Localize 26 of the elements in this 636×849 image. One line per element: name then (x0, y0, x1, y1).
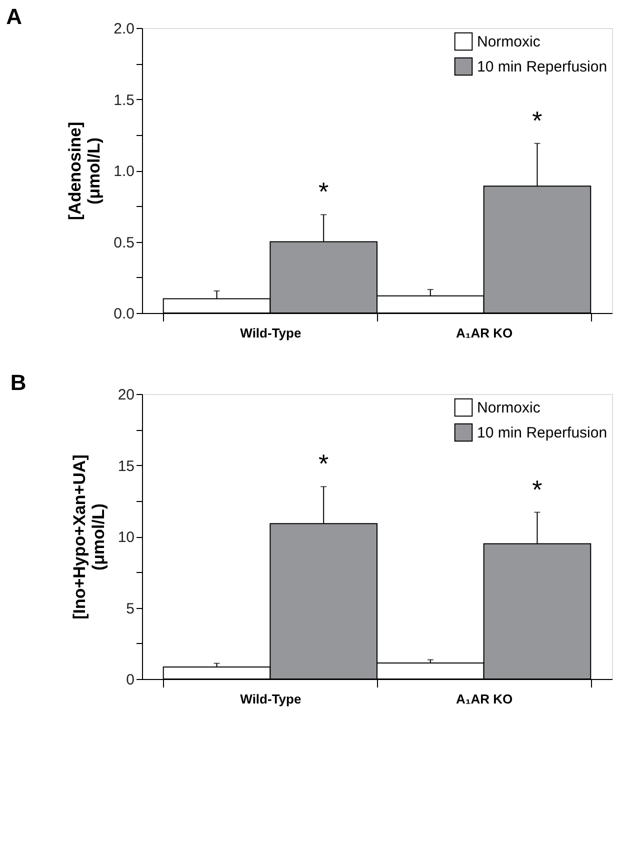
legend-label: 10 min Reperfusion (477, 58, 608, 76)
annotation: * (532, 474, 542, 504)
y-tick-label: 5 (126, 600, 134, 618)
y-tick-label: 1.0 (114, 163, 134, 180)
annotation: * (318, 176, 329, 207)
y-tick-label: 15 (118, 458, 134, 475)
x-tick-label: Wild-Type (240, 326, 302, 340)
y-axis-title: [Adenosine] (μmol/L) (66, 122, 104, 220)
y-tick-label: 10 (118, 529, 134, 546)
x-tick-label: A₁AR KO (456, 692, 513, 706)
y-tick-label: 0 (126, 672, 134, 688)
legend-label: 10 min Reperfusion (477, 424, 608, 442)
x-tick-label: A₁AR KO (456, 326, 513, 340)
x-tick-label: Wild-Type (240, 692, 302, 706)
chart-title: A (6, 4, 22, 29)
annotation: * (532, 105, 542, 136)
annotation: * (318, 448, 329, 479)
y-tick-label: 2.0 (114, 20, 134, 38)
y-tick-label: 0.5 (114, 234, 134, 252)
legend-label: Normoxic (477, 400, 541, 416)
y-axis-title: [Ino+Hypo+Xan+UA] (μmol/L) (70, 454, 108, 620)
legend-label: Normoxic (477, 34, 541, 50)
y-tick-label: 0.0 (114, 306, 134, 322)
y-tick-label: 20 (118, 386, 134, 404)
y-tick-label: 1.5 (114, 92, 134, 109)
chart-title: B (10, 370, 26, 395)
